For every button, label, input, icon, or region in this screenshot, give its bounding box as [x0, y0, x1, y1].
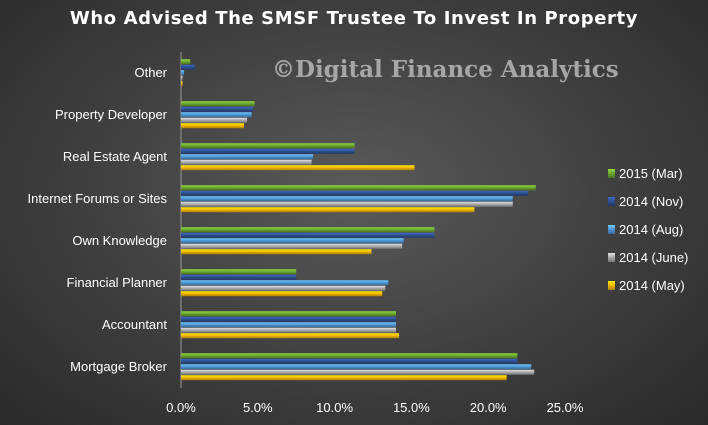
- bar: [181, 238, 404, 244]
- bar: [181, 117, 248, 123]
- bar: [181, 291, 383, 297]
- bar: [181, 327, 397, 333]
- x-tick-label: 25.0%: [547, 400, 584, 415]
- bar: [181, 81, 183, 87]
- bar: [181, 232, 435, 238]
- bar: [181, 106, 254, 112]
- bar: [181, 64, 195, 70]
- bar: [181, 311, 397, 317]
- category-label: Accountant: [102, 317, 167, 332]
- bar: [181, 196, 513, 202]
- legend-label: 2014 (May): [619, 278, 685, 293]
- bar: [181, 369, 535, 375]
- legend-swatch: [608, 225, 615, 234]
- bar: [181, 201, 513, 207]
- bar: [181, 285, 386, 291]
- bar: [181, 190, 529, 196]
- bar: [181, 159, 312, 165]
- category-label: Mortgage Broker: [70, 359, 167, 374]
- legend-swatch: [608, 197, 615, 206]
- category-label: Financial Planner: [67, 275, 168, 290]
- bar: [181, 185, 536, 191]
- chart-title: Who Advised The SMSF Trustee To Invest I…: [69, 8, 639, 29]
- category-label: Property Developer: [55, 107, 168, 122]
- bar: [181, 364, 532, 370]
- bar: [181, 227, 435, 233]
- bar: [181, 101, 255, 107]
- x-tick-label: 5.0%: [243, 400, 273, 415]
- legend-label: 2015 (Mar): [619, 166, 683, 181]
- bar: [181, 353, 518, 359]
- bar: [181, 70, 185, 76]
- legend-swatch: [608, 253, 615, 262]
- bar: [181, 112, 252, 118]
- bar: [181, 280, 389, 286]
- bar: [181, 75, 183, 81]
- legend-label: 2014 (June): [619, 250, 688, 265]
- watermark: ©Digital Finance Analytics: [272, 56, 619, 83]
- bar: [181, 375, 507, 381]
- category-label: Internet Forums or Sites: [28, 191, 168, 206]
- bar: [181, 59, 191, 65]
- bar: [181, 123, 244, 129]
- bar: [181, 243, 403, 249]
- bar: [181, 358, 518, 364]
- bar: [181, 333, 400, 339]
- bar: [181, 269, 297, 275]
- x-tick-label: 15.0%: [393, 400, 430, 415]
- legend-label: 2014 (Nov): [619, 194, 683, 209]
- bar: [181, 165, 415, 171]
- x-tick-label: 10.0%: [316, 400, 353, 415]
- bar: [181, 154, 314, 160]
- bar: [181, 249, 372, 255]
- bar: [181, 207, 475, 213]
- legend-swatch: [608, 281, 615, 290]
- category-label: Other: [134, 65, 167, 80]
- x-tick-label: 20.0%: [470, 400, 507, 415]
- bar: [181, 143, 355, 149]
- x-tick-label: 0.0%: [166, 400, 196, 415]
- bar: [181, 322, 397, 328]
- category-label: Own Knowledge: [72, 233, 167, 248]
- bar: [181, 316, 397, 322]
- bar: [181, 274, 297, 280]
- legend-label: 2014 (Aug): [619, 222, 683, 237]
- legend-swatch: [608, 169, 615, 178]
- category-label: Real Estate Agent: [63, 149, 167, 164]
- bar: [181, 148, 355, 154]
